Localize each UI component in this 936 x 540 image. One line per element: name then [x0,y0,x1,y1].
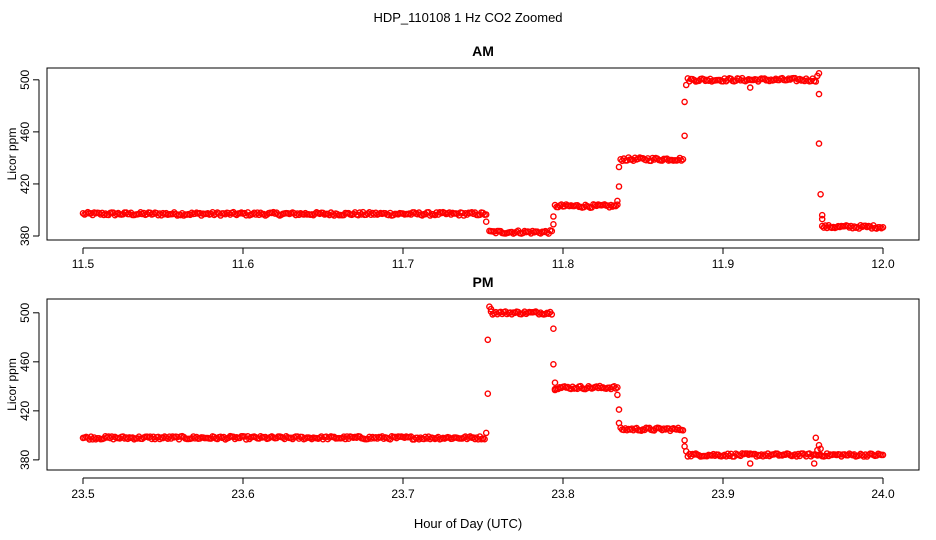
panel-am: AM Licor ppm 11.5 11.6 11.7 11.8 11.9 12.0 380 42… [5,43,920,271]
panel-pm: PM Licor ppm 23.5 23.6 23.7 23.8 23.9 24.0 380 42… [5,274,920,501]
data-point [548,227,556,235]
data-point [681,132,688,140]
data-point [545,310,552,318]
panel-title-pm: PM [473,274,494,290]
data-point [550,213,557,220]
data-point [615,406,623,413]
x-tick-label-pm: 23.6 [231,487,255,501]
data-point [817,445,824,453]
data-point [614,384,621,391]
data-point [815,90,823,98]
data-point [812,434,820,442]
data-point [550,220,557,228]
data-point [481,435,488,443]
x-tick-label-pm: 23.5 [71,487,95,501]
plot-frame-pm [46,298,920,471]
data-point [257,209,264,217]
figure-title: HDP_110108 1 Hz CO2 Zoomed [373,10,562,25]
data-point [746,84,754,91]
figure-xlabel: Hour of Day (UTC) [414,516,522,531]
data-point [815,441,823,449]
data-point [879,451,887,459]
y-tick-label-pm: 380 [18,450,32,470]
data-point [137,208,144,216]
plot-frame-am [46,67,920,241]
data-series-pm [79,303,887,467]
data-point [815,140,823,147]
y-tick-label-pm: 420 [18,401,32,421]
y-tick-label-am: 420 [18,174,32,194]
data-point [484,336,492,344]
x-tick-label-pm: 24.0 [871,487,895,501]
x-tick-label-am: 11.7 [392,257,415,271]
data-point [487,305,495,313]
y-tick-label-am: 500 [18,69,32,89]
data-point [482,218,490,225]
y-axis-label-am: Licor ppm [5,128,19,181]
y-axis-label-pm: Licor ppm [5,358,19,411]
data-point [818,211,826,219]
x-tick-label-am: 11.9 [712,257,735,271]
data-point [855,225,863,232]
data-point [746,460,754,467]
data-point [550,360,557,368]
data-point [818,215,826,223]
x-tick-label-pm: 23.8 [551,487,575,501]
data-point [679,426,687,434]
data-point [682,447,690,455]
data-point [551,386,559,394]
data-point [614,197,621,205]
data-series-am [79,70,887,237]
data-point [614,201,621,208]
data-point [614,391,621,399]
data-point [879,223,887,231]
data-point [681,436,688,444]
data-point [551,379,559,387]
data-point [615,183,623,190]
y-tick-label-pm: 500 [18,302,32,322]
data-point [548,311,556,318]
data-point [471,435,479,443]
data-point [468,208,476,216]
x-tick-label-am: 12.0 [871,257,895,271]
data-point [482,211,490,218]
y-tick-label-am: 460 [18,122,32,142]
data-point [679,155,687,163]
data-point [682,81,690,89]
x-tick-label-pm: 23.9 [711,487,735,501]
panel-title-am: AM [472,43,494,59]
x-tick-label-pm: 23.7 [391,487,415,501]
data-point [484,390,492,398]
data-point [105,433,112,440]
data-point [681,98,688,106]
data-point [550,325,557,333]
data-point [810,460,818,467]
data-point [615,163,623,171]
x-tick-label-am: 11.5 [72,257,95,271]
data-point [817,190,824,198]
data-point [812,78,820,85]
data-point [815,70,823,77]
x-tick-label-am: 11.6 [232,257,255,271]
y-tick-label-am: 380 [18,226,32,246]
x-tick-label-am: 11.8 [552,257,575,271]
data-point [482,429,490,437]
data-point [759,452,767,460]
data-point [615,419,623,427]
data-point [746,450,754,458]
y-tick-label-pm: 460 [18,351,32,371]
